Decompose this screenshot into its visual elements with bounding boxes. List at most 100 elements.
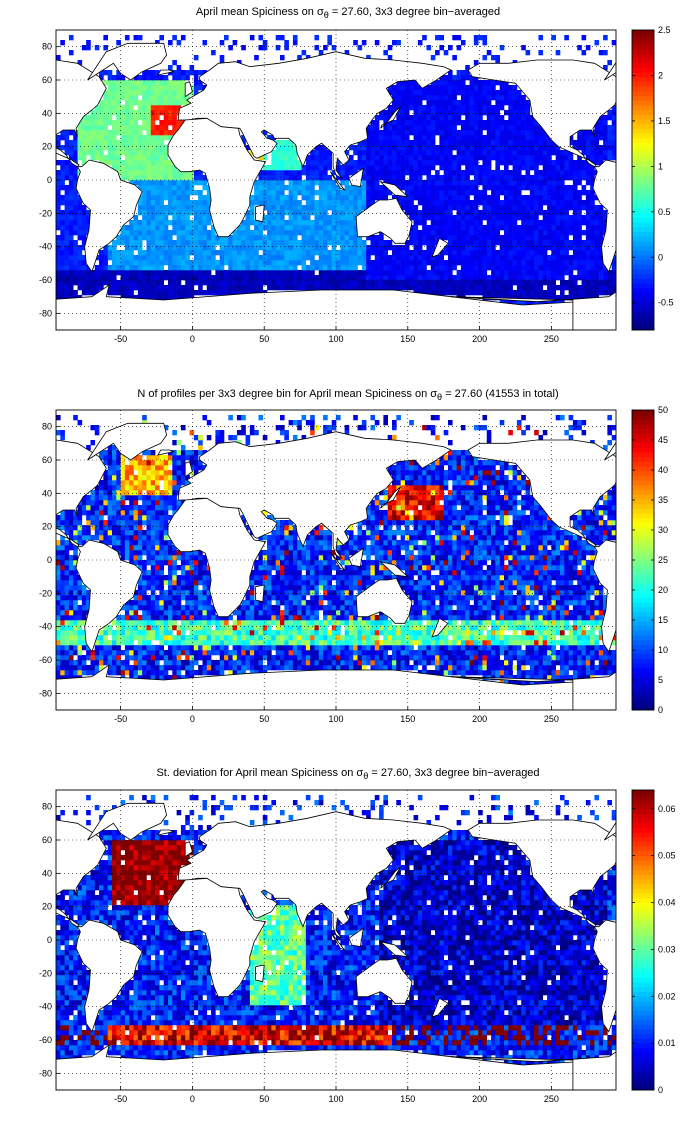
heatmap-cell [590, 175, 595, 181]
heatmap-cell [581, 165, 587, 171]
heatmap-cell [301, 190, 307, 196]
heatmap-cell [404, 145, 410, 151]
heatmap-cell [124, 490, 130, 496]
heatmap-cell [598, 230, 604, 236]
heatmap-cell [417, 125, 423, 131]
heatmap-cell [361, 160, 367, 166]
heatmap-cell [460, 175, 466, 181]
heatmap-cell [426, 280, 432, 286]
heatmap-cell [120, 480, 126, 486]
heatmap-cell [310, 250, 315, 256]
heatmap-cell [112, 445, 117, 451]
heatmap-cell [172, 80, 177, 86]
heatmap-cell [77, 140, 83, 146]
heatmap-cell [353, 235, 358, 241]
heatmap-cell [607, 110, 612, 116]
heatmap-cell [534, 130, 539, 136]
heatmap-cell [103, 510, 108, 516]
heatmap-cell [90, 290, 96, 296]
heatmap-cell [435, 185, 440, 191]
heatmap-cell [387, 120, 393, 126]
heatmap-cell [254, 195, 259, 201]
heatmap-cell [292, 190, 298, 196]
heatmap-cell [495, 90, 500, 96]
heatmap-cell [163, 85, 169, 91]
heatmap-cell [99, 135, 104, 141]
heatmap-cell [301, 235, 307, 241]
heatmap-cell [86, 150, 91, 156]
heatmap-cell [465, 160, 470, 166]
heatmap-cell [348, 190, 354, 196]
heatmap-cell [241, 240, 246, 246]
heatmap-cell [56, 245, 61, 251]
heatmap-cell [555, 295, 561, 301]
heatmap-cell [150, 565, 156, 571]
heatmap-cell [129, 555, 134, 561]
heatmap-cell [590, 150, 595, 156]
heatmap-cell [448, 185, 453, 191]
heatmap-cell [77, 655, 83, 661]
heatmap-cells [56, 415, 617, 686]
heatmap-cell [572, 250, 578, 256]
heatmap-cell [146, 580, 152, 586]
heatmap-cell [236, 290, 242, 296]
heatmap-cell [129, 485, 134, 491]
heatmap-cell [508, 130, 513, 136]
heatmap-cell [198, 285, 203, 291]
heatmap-cell [103, 145, 108, 151]
heatmap-cell [465, 145, 470, 151]
heatmap-cell [422, 285, 427, 291]
heatmap-cell [142, 560, 147, 566]
heatmap-cell [142, 205, 147, 211]
heatmap-cell [267, 205, 272, 211]
heatmap-cell [516, 285, 522, 291]
heatmap-cell [73, 140, 78, 146]
heatmap-cell [314, 175, 320, 181]
heatmap-cell [344, 215, 350, 221]
y-tick-label: 60 [42, 75, 52, 85]
heatmap-cell [400, 260, 406, 266]
heatmap-cell [64, 150, 70, 156]
heatmap-cell [478, 100, 483, 106]
heatmap-cell [400, 105, 406, 111]
heatmap-cell [133, 520, 139, 526]
heatmap-cell [107, 145, 113, 151]
heatmap-cell [611, 285, 617, 291]
heatmap-cell [155, 510, 160, 516]
heatmap-cell [107, 475, 113, 481]
heatmap-cell [435, 35, 440, 41]
heatmap-cell [180, 95, 186, 101]
heatmap-cell [430, 115, 436, 121]
heatmap-cell [318, 225, 324, 231]
heatmap-cell [232, 285, 238, 291]
heatmap-cell [56, 585, 61, 591]
heatmap-cell [271, 160, 276, 166]
heatmap-cell [77, 650, 83, 656]
heatmap-cell [379, 260, 384, 266]
heatmap-cell [103, 45, 108, 51]
heatmap-cell [133, 260, 139, 266]
heatmap-cell [486, 80, 492, 86]
heatmap-cell [594, 285, 600, 291]
heatmap-cell [547, 170, 552, 176]
heatmap-cell [598, 265, 604, 271]
heatmap-cell [163, 185, 169, 191]
heatmap-cell [504, 85, 509, 91]
heatmap-cell [318, 190, 324, 196]
heatmap-cell [133, 485, 139, 491]
heatmap-cell [529, 115, 535, 121]
heatmap-cell [116, 160, 121, 166]
heatmap-cell [163, 240, 169, 246]
heatmap-cell [124, 605, 130, 611]
heatmap-cell [64, 240, 70, 246]
heatmap-cell [499, 225, 505, 231]
heatmap-cell [340, 200, 345, 206]
heatmap-cell [120, 130, 126, 136]
heatmap-cell [534, 150, 539, 156]
heatmap-cell [137, 155, 143, 161]
heatmap-cell [521, 280, 526, 286]
heatmap-cell [404, 95, 410, 101]
heatmap-cell [73, 150, 78, 156]
heatmap-cell [267, 165, 272, 171]
heatmap-cell [491, 125, 496, 131]
